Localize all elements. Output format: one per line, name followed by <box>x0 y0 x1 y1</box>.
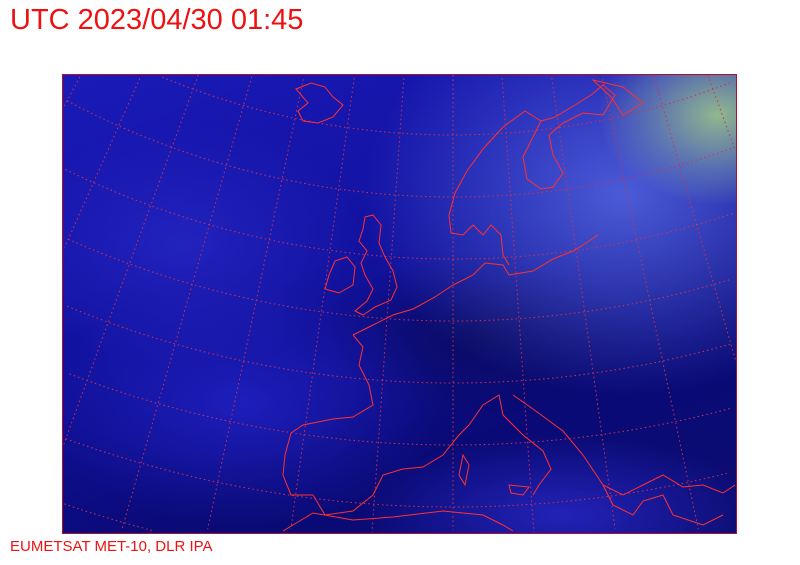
coastline-italy <box>468 394 552 496</box>
map-overlay <box>63 75 736 533</box>
meridian-line <box>63 76 81 109</box>
meridian-line <box>501 78 535 533</box>
parallel-line <box>68 238 730 322</box>
coastline-continent <box>352 234 599 336</box>
coastline-greece-turkey <box>602 484 724 526</box>
coastline-balkans <box>512 394 736 496</box>
meridian-line <box>63 75 199 447</box>
coastline-scandinavia <box>448 84 616 234</box>
meridian-line <box>64 78 141 248</box>
parallel-line <box>64 503 155 532</box>
meridian-line <box>290 78 355 529</box>
image-credit: EUMETSAT MET-10, DLR IPA <box>10 538 213 555</box>
satellite-image <box>62 74 737 534</box>
coastline-novaya-zemlya <box>591 79 644 116</box>
parallel-line <box>65 169 734 260</box>
coastline-sicily <box>508 484 530 496</box>
timestamp-title: UTC 2023/04/30 01:45 <box>10 4 304 36</box>
coastline-france-spain <box>282 334 470 516</box>
coastline-iceland <box>295 82 344 124</box>
coastline-norway-south <box>450 224 510 266</box>
lat-lon-grid <box>63 75 736 533</box>
meridian-line <box>371 78 405 533</box>
meridian-line <box>207 79 304 530</box>
meridian-line <box>551 78 616 529</box>
meridian-line <box>653 76 736 361</box>
coastline-ireland <box>324 256 356 294</box>
meridian-line <box>602 79 699 530</box>
coastline-corsica-sardinia <box>458 453 470 487</box>
parallel-line <box>162 76 732 136</box>
coastlines <box>282 79 736 532</box>
meridian-line <box>121 76 253 529</box>
parallel-line <box>65 438 728 508</box>
parallel-line <box>67 305 731 384</box>
parallel-line <box>66 100 735 198</box>
coastline-great-britain <box>354 214 398 316</box>
parallel-line <box>69 373 731 446</box>
coastline-north-africa <box>282 510 514 532</box>
